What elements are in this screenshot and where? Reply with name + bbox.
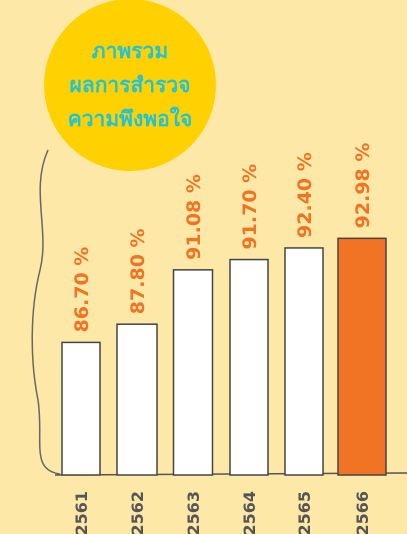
x-tick-label: 2561: [72, 491, 91, 534]
value-label: 86.70 %: [71, 247, 93, 333]
title-circle: [44, 0, 216, 171]
bar: [284, 247, 324, 476]
value-label: 92.98 %: [352, 143, 374, 229]
x-tick-label: 2564: [240, 491, 259, 534]
bar: [61, 341, 101, 476]
x-tick-label: 2566: [353, 491, 372, 534]
value-label: 92.40 %: [294, 152, 316, 238]
value-label: 87.80 %: [127, 228, 149, 314]
x-tick-label: 2563: [184, 491, 203, 534]
bar: [116, 323, 158, 476]
x-tick-label: 2562: [128, 491, 147, 534]
title-line: ภาพรวม: [92, 39, 168, 63]
value-label: 91.08 %: [183, 174, 205, 260]
decor-curve: [31, 149, 61, 475]
title-line: ความพึงพอใจ: [68, 106, 193, 131]
bar: [172, 269, 214, 476]
title-line: ผลการสำรวจ: [70, 73, 191, 97]
bar: [337, 237, 387, 476]
bar: [229, 258, 269, 476]
value-label: 91.70 %: [239, 164, 261, 250]
x-tick-label: 2565: [295, 491, 314, 534]
